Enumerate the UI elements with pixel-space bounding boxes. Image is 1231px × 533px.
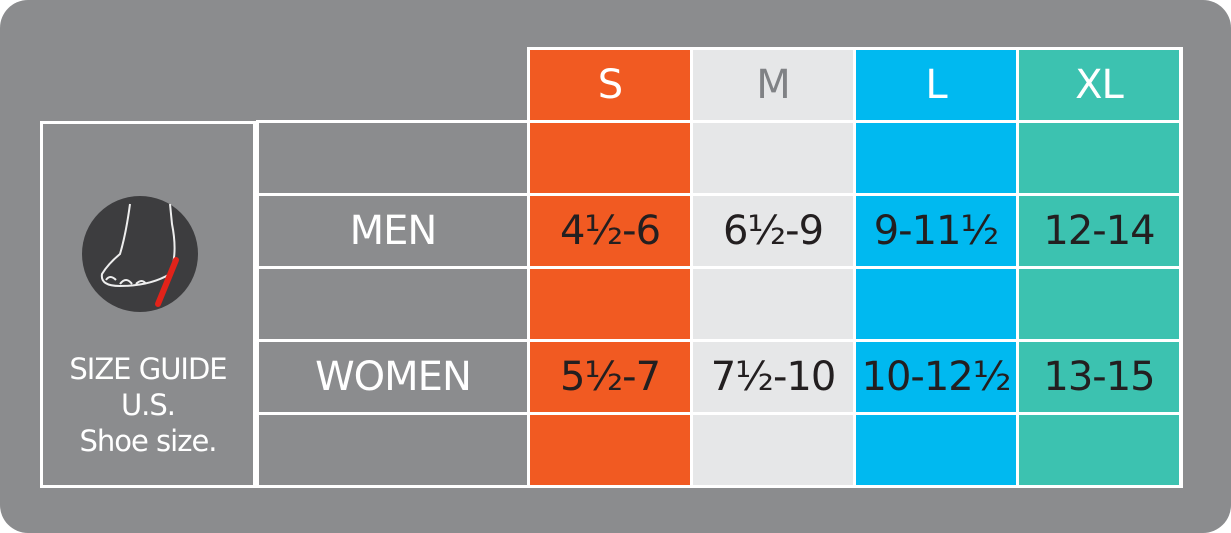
size-value: 13-15 — [1043, 354, 1155, 400]
grid-frame — [256, 47, 1183, 488]
cell — [1019, 269, 1179, 339]
row-label: WOMEN — [315, 354, 472, 400]
foot-icon — [82, 196, 198, 312]
column-header: L — [856, 50, 1016, 120]
size-value: 4½-6 — [559, 208, 661, 254]
column-header: XL — [1019, 50, 1179, 120]
label-cell — [259, 269, 527, 339]
guide-line: Shoe size. — [79, 424, 217, 458]
cell — [530, 415, 690, 485]
size-value: 5½-7 — [559, 354, 661, 400]
guide-line: U.S. — [120, 388, 176, 422]
size-value: 10-12½ — [861, 354, 1012, 400]
size-value: 6½-9 — [722, 208, 824, 254]
cell — [856, 269, 1016, 339]
column-header: M — [693, 50, 853, 120]
label-cell — [259, 342, 527, 412]
cell — [530, 342, 690, 412]
cell — [693, 123, 853, 193]
guide-box: SIZE GUIDE U.S. Shoe size. — [40, 121, 256, 488]
cell — [856, 123, 1016, 193]
cell — [530, 123, 690, 193]
guide-line: SIZE GUIDE — [69, 352, 227, 386]
cell — [1019, 415, 1179, 485]
row-label: MEN — [349, 208, 438, 254]
label-cell — [259, 123, 527, 193]
cell — [693, 342, 853, 412]
size-value: 7½-10 — [710, 354, 837, 400]
label-cell — [259, 196, 527, 266]
cell — [693, 415, 853, 485]
cell — [530, 269, 690, 339]
cell — [530, 196, 690, 266]
cell — [1019, 196, 1179, 266]
cell — [856, 196, 1016, 266]
column-header: S — [530, 50, 690, 120]
cell — [856, 415, 1016, 485]
cell — [1019, 342, 1179, 412]
cell — [693, 269, 853, 339]
cell — [856, 342, 1016, 412]
grid-blank — [256, 47, 527, 120]
cell — [1019, 123, 1179, 193]
cell — [693, 196, 853, 266]
size-value: 12-14 — [1043, 208, 1155, 254]
size-value: 9-11½ — [873, 208, 1000, 254]
label-cell — [259, 415, 527, 485]
